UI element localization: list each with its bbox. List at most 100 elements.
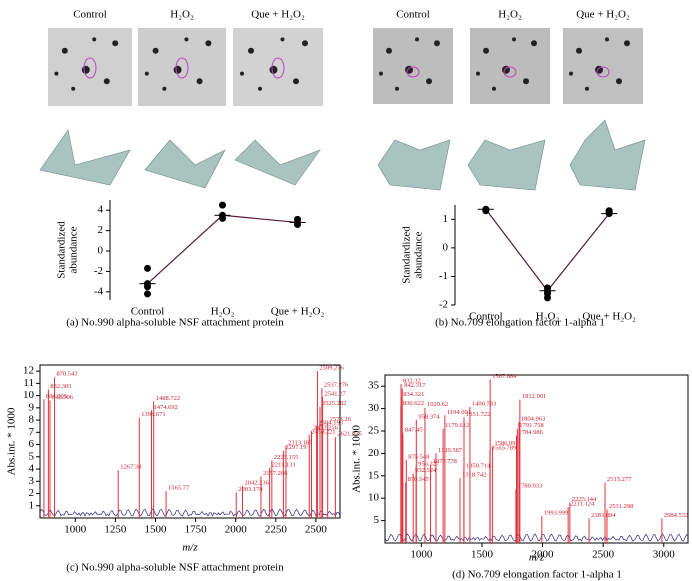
peak-label: 958.374 xyxy=(418,413,440,420)
peak-label: 1586.09 xyxy=(494,440,515,447)
peak-label: 2042.236 xyxy=(244,480,269,487)
gel-spot xyxy=(81,65,90,74)
gel-spot xyxy=(205,40,212,47)
gel-spot xyxy=(624,40,630,47)
y-tick-label: 35 xyxy=(368,380,380,392)
y-axis-label: abundance xyxy=(413,231,425,278)
gel-spot xyxy=(434,40,440,47)
peak-label: 2504.193 xyxy=(319,420,343,427)
spot-outline xyxy=(596,66,610,78)
gel-spot xyxy=(152,47,159,54)
peak-label: 804.305 xyxy=(46,393,67,400)
y-tick-label: 8 xyxy=(29,414,35,426)
x-tick-label: H₂O₂ xyxy=(536,311,560,323)
y-tick-label: 0 xyxy=(98,245,104,257)
data-point xyxy=(482,207,490,215)
gel-spot xyxy=(184,37,189,42)
peak-label: 2211.124 xyxy=(570,501,595,508)
peak-label: 2225.144 xyxy=(572,496,597,503)
gel-spot xyxy=(605,37,609,42)
y-tick-label: 5 xyxy=(374,514,380,526)
gel-spot xyxy=(476,71,480,76)
surface-plot xyxy=(569,119,646,191)
y-tick-label: 10 xyxy=(368,492,380,504)
spot-outline xyxy=(503,66,517,78)
gel-spot xyxy=(144,71,149,76)
gel-spot xyxy=(616,78,622,85)
peak-label: 830.622 xyxy=(403,400,424,407)
x-tick-label: 1500 xyxy=(145,524,168,536)
gel-spot xyxy=(248,47,254,54)
peak-label: 2573.26 xyxy=(330,416,352,423)
y-axis-label: Standardized xyxy=(56,221,68,279)
peak-label: 1120.587 xyxy=(438,447,463,454)
peak-label: 875.548 xyxy=(408,454,429,461)
peak-label: 1791.758 xyxy=(519,422,543,429)
peak-label: 1398.671 xyxy=(141,411,165,418)
peak-label: 2509.276 xyxy=(319,365,344,372)
gel-spot xyxy=(103,78,110,85)
peak-label: 2225.155 xyxy=(274,454,298,461)
peak-label: 2472.216 xyxy=(313,425,338,432)
gel-spot xyxy=(415,37,419,42)
peak-label: 1075.778 xyxy=(433,458,457,465)
surface-plot xyxy=(234,139,321,186)
x-tick-label: Control xyxy=(131,306,165,318)
peak-label: 2297.19 xyxy=(285,444,306,451)
gel-spot xyxy=(112,40,119,47)
peak-label: 2525.282 xyxy=(322,400,346,407)
y-axis-label: abundance xyxy=(68,226,80,273)
y-tick-label: -4 xyxy=(94,285,104,297)
peak-label: 1400.783 xyxy=(472,400,496,407)
y-tick-label: 2 xyxy=(98,224,104,236)
peak-label: 2313.187 xyxy=(288,439,313,446)
gel-spot xyxy=(426,78,432,85)
y-tick-label: 3 xyxy=(29,475,35,487)
surface-plot xyxy=(377,139,451,191)
gel-spot xyxy=(54,71,59,76)
gel-spot xyxy=(258,86,262,91)
peak-label: 832.303 xyxy=(50,383,71,390)
peak-label: 2621.255 xyxy=(337,431,361,438)
x-tick-label: Que + H₂O₂ xyxy=(582,311,636,323)
y-tick-label: 7 xyxy=(29,426,35,438)
gel-spot xyxy=(576,47,582,54)
y-tick-label: 4 xyxy=(98,204,104,216)
peak-label: 2003.174 xyxy=(238,486,263,493)
gel-spot xyxy=(531,40,537,47)
image-label: Que + H₂O₂ xyxy=(576,9,630,21)
data-point xyxy=(144,264,151,272)
plot-frame xyxy=(384,374,689,544)
data-point xyxy=(219,201,226,209)
image-label: Que + H₂O₂ xyxy=(251,9,305,21)
y-tick-label: 20 xyxy=(368,447,380,459)
baseline-noise xyxy=(39,508,341,517)
gel-spot xyxy=(523,78,529,85)
spot-outline xyxy=(406,66,420,78)
y-axis-label: Standardized xyxy=(401,226,413,284)
gel-image xyxy=(470,28,550,104)
peak-label: 1565.789 xyxy=(492,445,516,452)
y-tick-label: 10 xyxy=(23,389,35,401)
peak-label: 1351.722 xyxy=(466,411,490,418)
gel-spot xyxy=(92,37,97,42)
x-tick-label: 2250 xyxy=(265,524,288,536)
y-axis-label: Abs.int. * 1000 xyxy=(351,425,363,493)
image-label: Control xyxy=(73,9,107,21)
gel-image xyxy=(48,28,132,106)
gel-spot xyxy=(240,71,244,76)
y-tick-label: 5 xyxy=(29,450,35,462)
y-axis-label: Abs.int. * 1000 xyxy=(6,407,18,475)
gel-spot xyxy=(280,37,285,42)
surface-plot xyxy=(467,139,546,191)
peak-label: 2515.277 xyxy=(607,476,632,483)
peak-label: 2458.221 xyxy=(311,428,335,435)
peak-label: 1804.963 xyxy=(521,416,545,423)
x-axis-label: m/z xyxy=(182,542,198,554)
y-tick-label: 30 xyxy=(368,402,380,414)
peak-label: 932.524 xyxy=(415,467,437,474)
peak-label: 1029.62 xyxy=(427,401,448,408)
x-tick-label: 1500 xyxy=(471,549,494,561)
data-point xyxy=(605,208,613,216)
